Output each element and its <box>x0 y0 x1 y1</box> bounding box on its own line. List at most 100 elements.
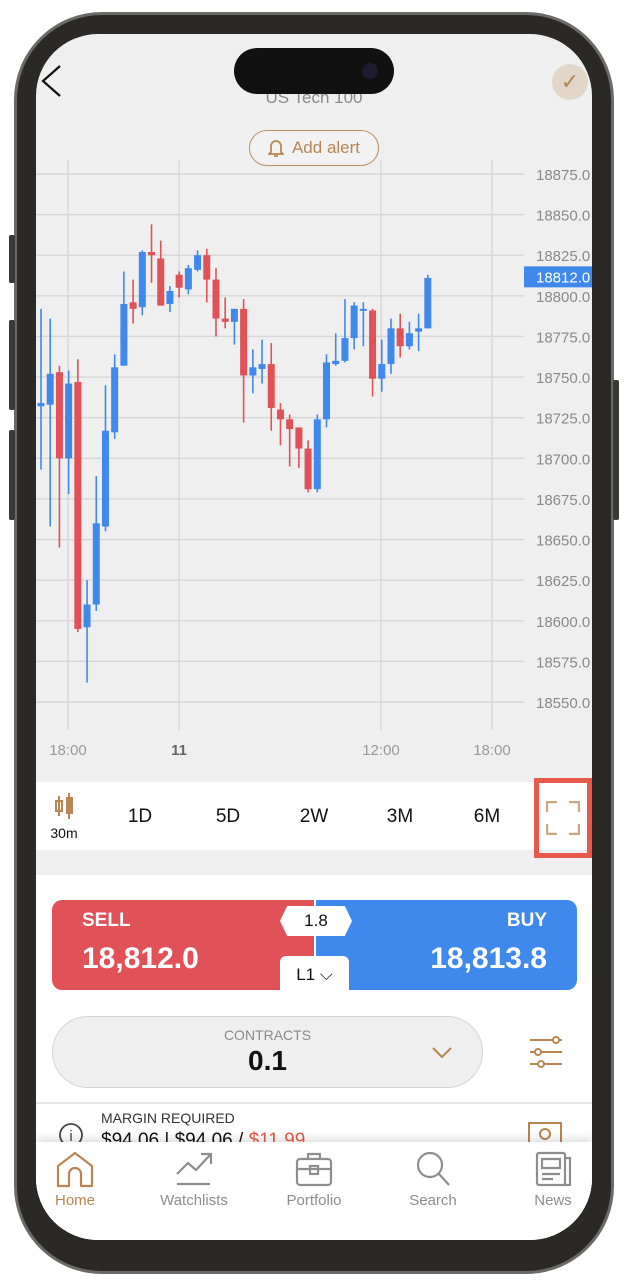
candle-body <box>304 448 312 490</box>
fullscreen-button[interactable] <box>534 778 592 858</box>
sell-price: 18,812.0 <box>82 942 199 975</box>
candle-body <box>378 364 386 379</box>
contracts-label: CONTRACTS <box>223 1027 312 1043</box>
x-tick-label: 11 <box>171 742 187 759</box>
candle-body <box>359 308 367 311</box>
confirm-button[interactable]: ✓ <box>552 64 588 100</box>
tab-label: Watchlists <box>160 1192 228 1209</box>
tab-portfolio[interactable]: Portfolio <box>264 1150 364 1209</box>
spread-badge: 1.8 <box>280 906 352 936</box>
interval-selector[interactable]: 30m <box>46 792 82 841</box>
candle-body <box>46 373 54 405</box>
y-tick-label: 18775.0 <box>536 329 590 346</box>
margin-label: MARGIN REQUIRED <box>101 1110 235 1126</box>
camera-icon <box>362 63 378 79</box>
newspaper-icon <box>535 1151 572 1187</box>
y-tick-label: 18750.0 <box>536 370 590 387</box>
candle-body <box>369 310 377 379</box>
x-tick-label: 18:00 <box>49 742 87 759</box>
candle-body <box>267 364 275 408</box>
y-tick-label: 18625.0 <box>536 573 590 590</box>
candle-body <box>221 318 229 322</box>
buy-button[interactable]: BUY 18,813.8 <box>316 900 577 990</box>
buy-price: 18,813.8 <box>430 942 547 975</box>
tab-watchlists[interactable]: Watchlists <box>144 1150 244 1209</box>
timeframe-bar: 30m 1D 5D 2W 3M 6M <box>36 782 592 850</box>
x-tick-label: 18:00 <box>473 742 511 759</box>
sell-label: SELL <box>82 910 131 931</box>
search-icon <box>416 1151 450 1186</box>
candle-body <box>212 279 220 319</box>
candle-body <box>55 372 63 459</box>
sell-button[interactable]: SELL 18,812.0 <box>52 900 314 990</box>
current-price-tag <box>524 266 592 288</box>
y-tick-label: 18550.0 <box>536 695 590 712</box>
timeframe-5d[interactable]: 5D <box>215 806 241 827</box>
tab-search[interactable]: Search <box>383 1150 483 1209</box>
bell-icon <box>267 140 284 157</box>
candle-body <box>92 523 100 605</box>
tab-label: Home <box>54 1192 95 1209</box>
candle-body <box>83 604 91 628</box>
trend-chart-icon <box>176 1152 213 1186</box>
candle-body <box>258 364 266 369</box>
timeframe-6m[interactable]: 6M <box>473 806 501 827</box>
candle-body <box>203 255 211 280</box>
candle-body <box>350 305 358 339</box>
contracts-value: 0.1 <box>248 1045 287 1076</box>
volume-down-button <box>9 430 15 520</box>
level-label: L1 <box>296 965 316 984</box>
candle-body <box>387 328 395 365</box>
candle-body <box>157 258 165 306</box>
tab-home[interactable]: Home <box>36 1150 125 1209</box>
candle-body <box>276 409 284 420</box>
y-tick-label: 18600.0 <box>536 614 590 631</box>
candlestick-icon <box>55 793 73 819</box>
add-alert-label: Add alert <box>291 138 361 157</box>
chevron-down-icon: ⌵ <box>319 965 333 984</box>
candlestick-chart[interactable]: 18875.0 18850.0 18825.0 18800.0 18775.0 18750… <box>36 160 592 764</box>
candle-body <box>286 419 294 430</box>
candle-body <box>138 251 146 308</box>
candle-body <box>323 362 331 420</box>
briefcase-icon <box>295 1152 333 1187</box>
home-icon <box>56 1151 94 1188</box>
y-tick-label: 18650.0 <box>536 533 590 550</box>
bottom-tab-bar: Home Watchlists Portfolio Search News <box>36 1142 592 1240</box>
candle-body <box>74 381 82 629</box>
add-alert-button[interactable]: Add alert <box>249 130 379 166</box>
chevron-left-icon <box>41 65 61 97</box>
candle-body <box>415 328 423 332</box>
current-price-label: 18812.0 <box>536 269 590 286</box>
back-button[interactable] <box>40 64 62 106</box>
screen: US Tech 100 ✓ Add alert 18875.0 18850.0 18… <box>36 34 592 1240</box>
timeframe-1d[interactable]: 1D <box>127 806 153 827</box>
candle-body <box>148 251 156 256</box>
y-tick-label: 18850.0 <box>536 208 590 225</box>
candle-body <box>194 255 202 270</box>
timeframe-2w[interactable]: 2W <box>299 806 329 827</box>
tab-label: Portfolio <box>286 1192 342 1209</box>
timeframe-3m[interactable]: 3M <box>386 806 414 827</box>
buy-label: BUY <box>506 910 547 931</box>
contracts-selector[interactable]: CONTRACTS 0.1 <box>52 1016 483 1088</box>
candle-body <box>405 333 413 347</box>
candle-body <box>37 403 45 407</box>
power-button <box>613 380 619 520</box>
tab-label: Search <box>409 1192 457 1209</box>
check-icon: ✓ <box>560 69 580 94</box>
candle-body <box>240 308 248 376</box>
candle-body <box>175 274 183 288</box>
tab-news[interactable]: News <box>503 1150 592 1209</box>
dynamic-island <box>234 48 394 94</box>
y-tick-label: 18575.0 <box>536 654 590 671</box>
sliders-icon[interactable] <box>528 1034 564 1070</box>
y-tick-label: 18825.0 <box>536 248 590 265</box>
candle-body <box>249 367 257 376</box>
volume-up-button <box>9 320 15 410</box>
level-selector[interactable]: L1 ⌵ <box>280 956 349 992</box>
svg-text:i: i <box>69 1128 72 1145</box>
candle-body <box>65 383 73 459</box>
y-tick-label: 18725.0 <box>536 411 590 428</box>
mute-switch <box>9 235 15 283</box>
